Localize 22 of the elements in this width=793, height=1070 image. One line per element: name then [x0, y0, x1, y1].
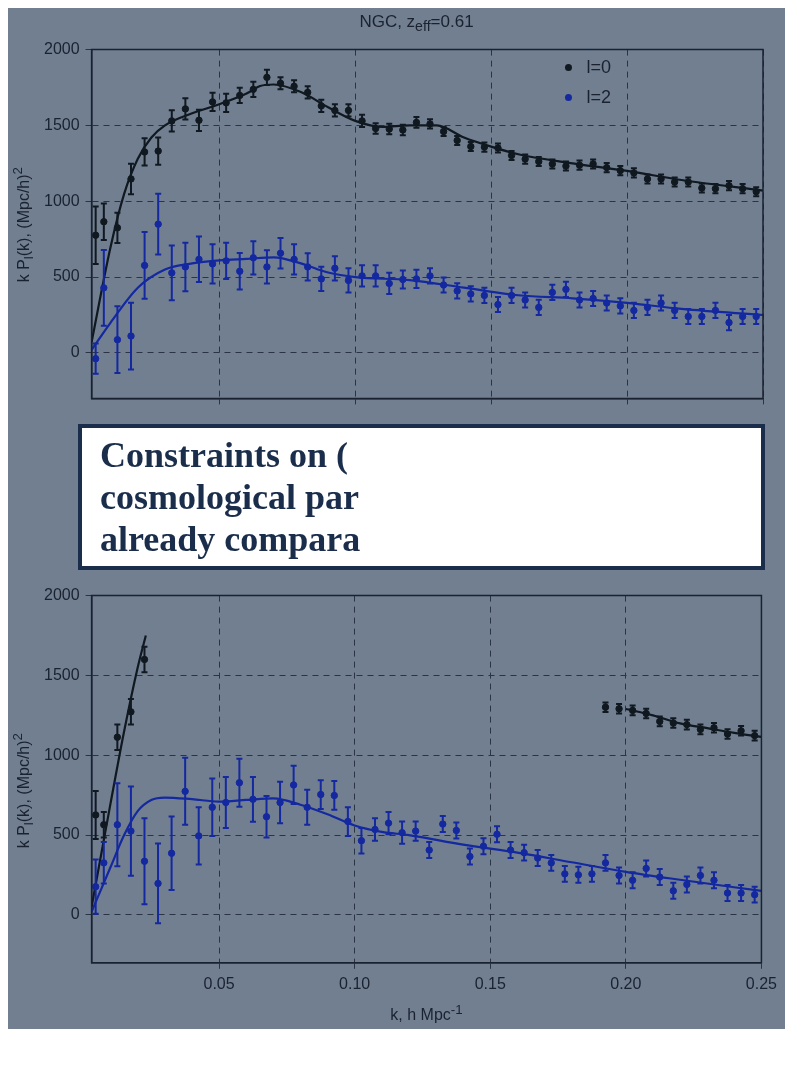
x-tick-label: 0.25 — [745, 975, 778, 993]
text: cosmological par — [100, 476, 360, 519]
x-axis-title: k, h Mpc$^{-1}$ — [389, 1002, 464, 1025]
y-tick-label: 2000 — [44, 40, 80, 58]
x-tick-label: 0.05 — [203, 975, 235, 993]
legend-label: l=0 — [586, 56, 612, 77]
x-tick-label: 0.10 — [339, 975, 371, 993]
chart-title: NGC, z$_{eff}$=0.61 — [358, 12, 475, 35]
y-tick-label: 0 — [70, 343, 80, 361]
text: already compara — [100, 518, 362, 561]
y-tick-label: 1500 — [44, 116, 80, 134]
legend-label: l=2 — [586, 86, 612, 107]
y-tick-label: 1500 — [44, 666, 80, 684]
y-tick-label: 0 — [70, 905, 80, 923]
x-tick-label: 0.20 — [610, 975, 642, 993]
y-tick-label: 2000 — [44, 586, 80, 604]
y-tick-label: 1000 — [44, 746, 80, 764]
x-tick-label: 0.15 — [474, 975, 506, 993]
y-tick-label: 500 — [52, 825, 80, 843]
y-tick-label: 1000 — [44, 192, 80, 210]
y-tick-label: 500 — [52, 267, 80, 285]
text: Constraints on ( — [100, 434, 350, 477]
